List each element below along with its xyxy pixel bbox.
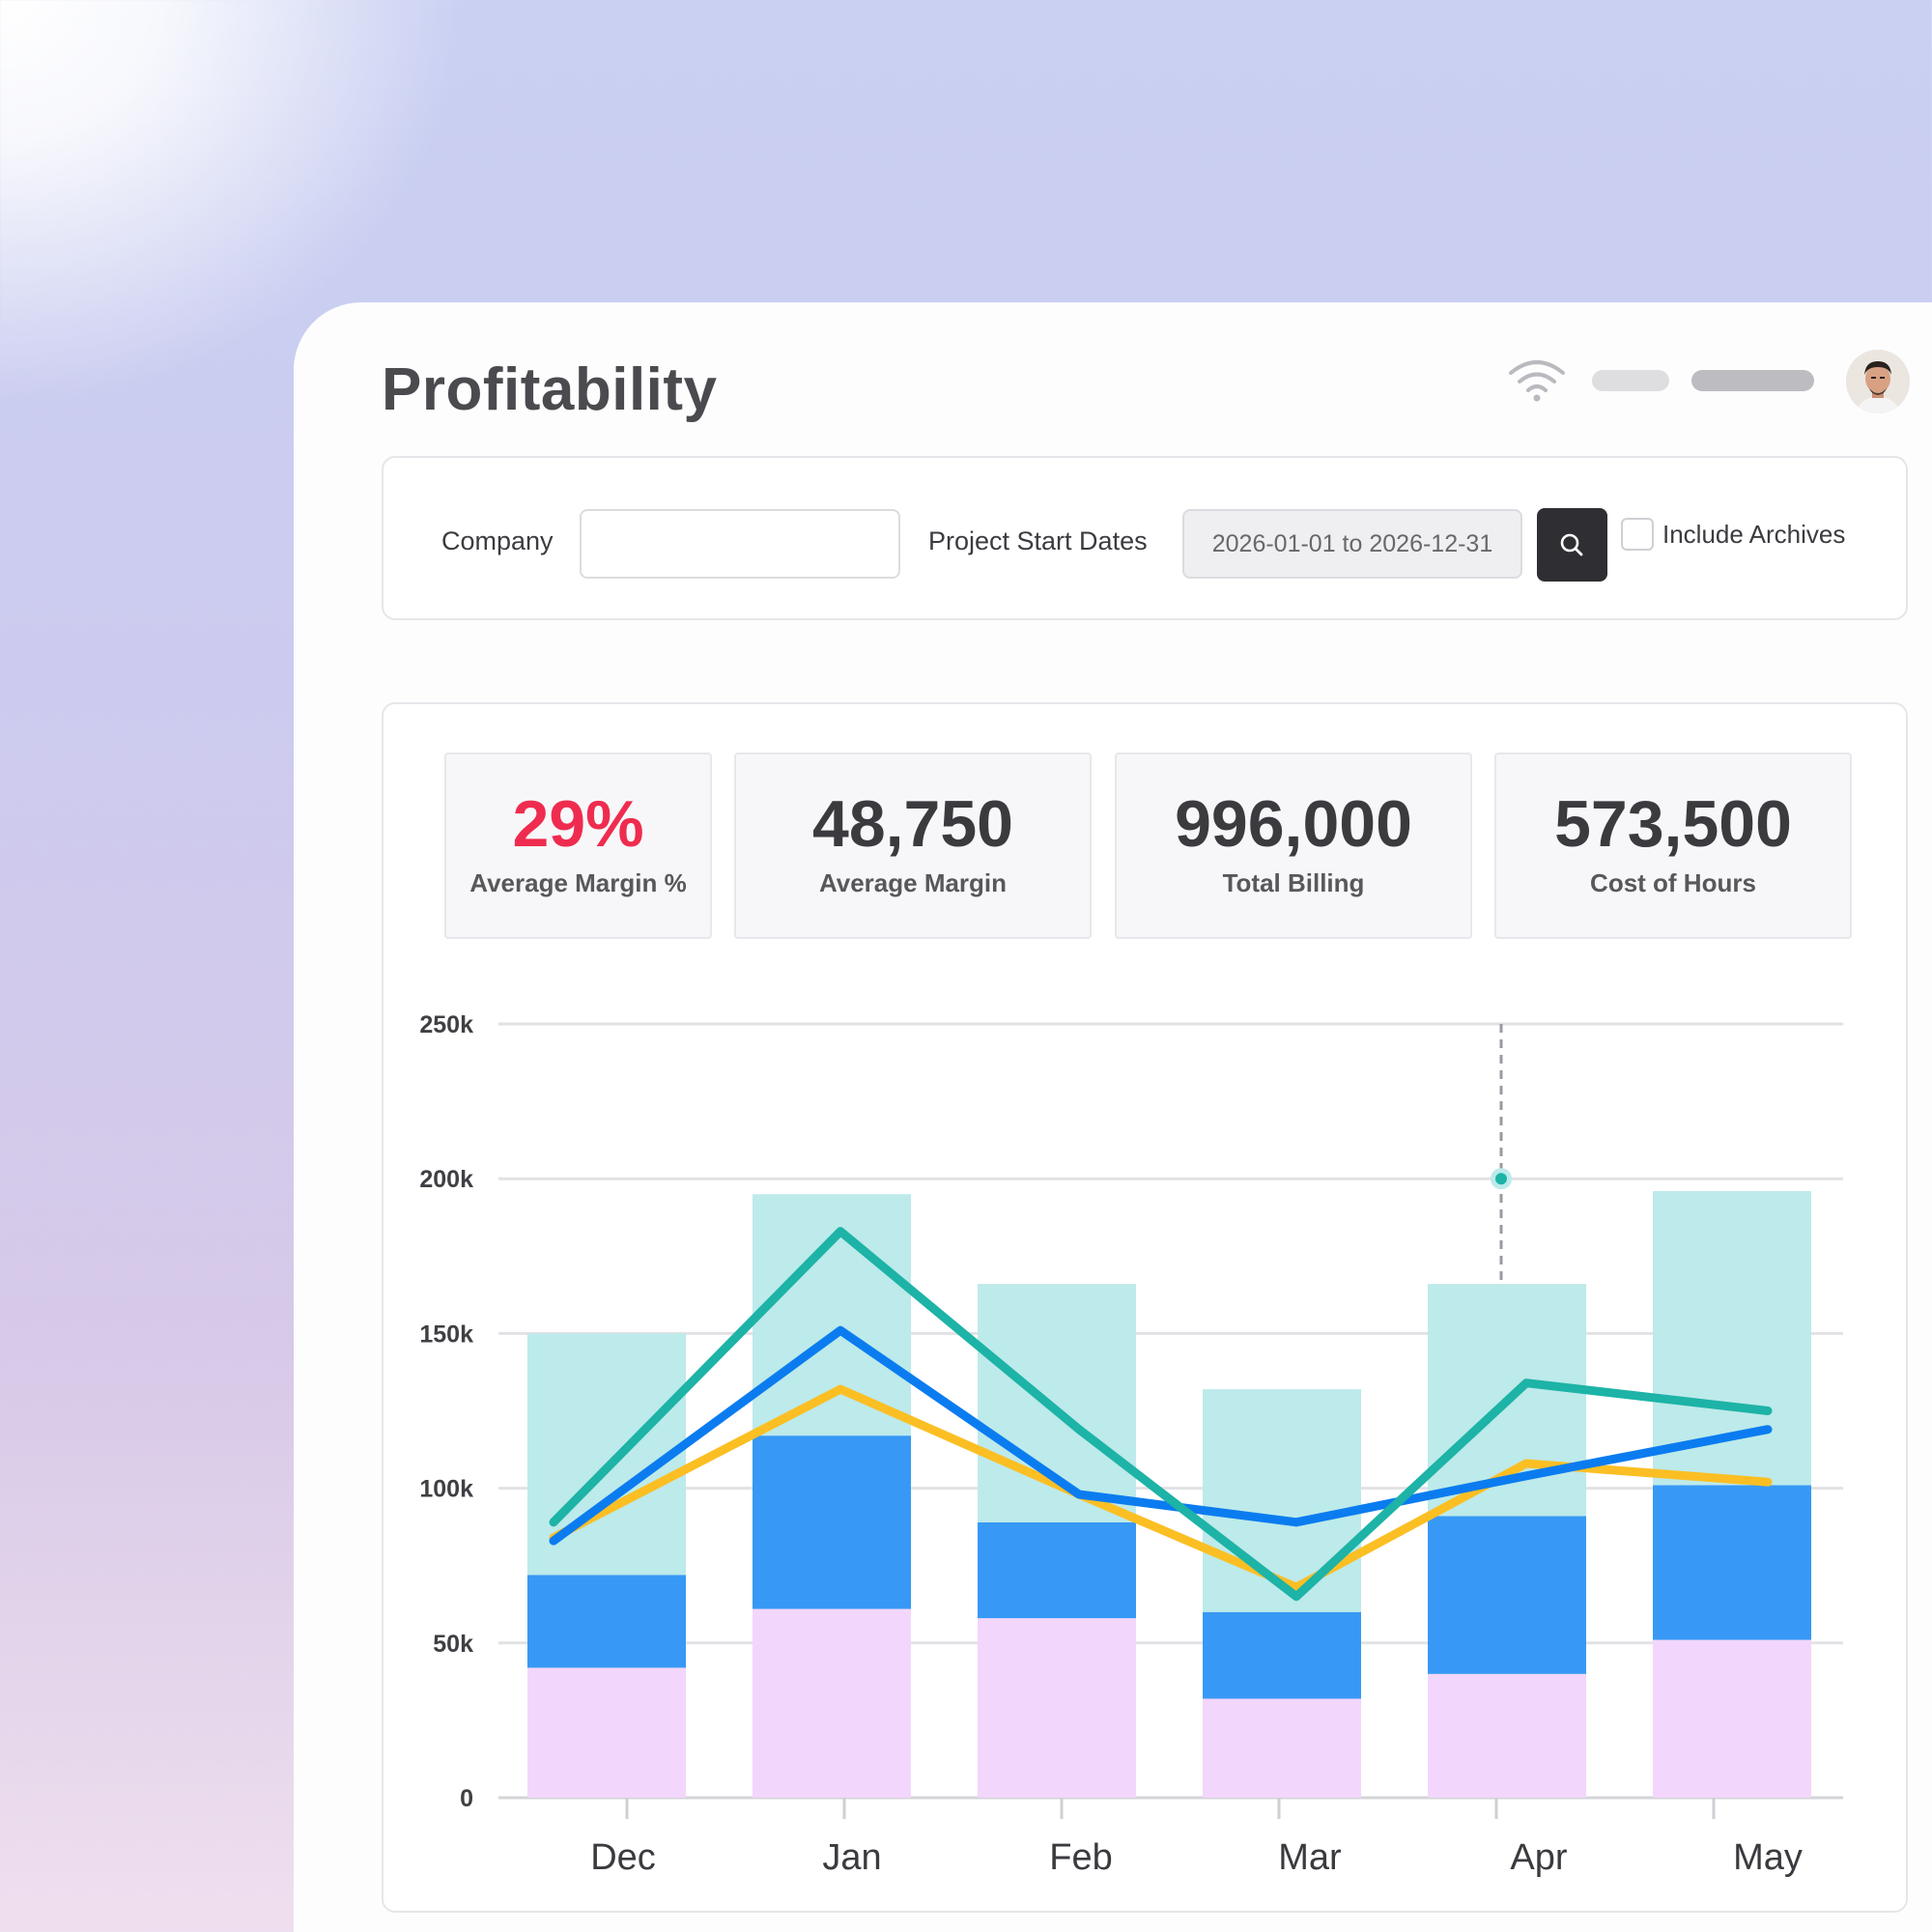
y-tick-label: 200k: [419, 1166, 473, 1193]
search-button[interactable]: [1537, 508, 1607, 582]
y-tick-label: 0: [460, 1785, 473, 1812]
search-icon: [1560, 533, 1583, 556]
kpi-cost-of-hours: 573,500 Cost of Hours: [1494, 753, 1852, 939]
y-tick-label: 250k: [419, 1011, 473, 1038]
bar-segment: [1653, 1191, 1811, 1486]
bar-segment: [1653, 1485, 1811, 1640]
x-tick-label: Mar: [1278, 1837, 1342, 1878]
bar-segment: [1203, 1389, 1361, 1612]
bar-segment: [527, 1667, 686, 1798]
bar-segment: [753, 1194, 911, 1436]
include-archives-checkbox[interactable]: [1621, 518, 1654, 551]
project-start-dates-label: Project Start Dates: [928, 526, 1148, 555]
kpi-label: Average Margin %: [469, 868, 687, 897]
bar-segment: [1203, 1698, 1361, 1798]
kpi-value: 573,500: [1554, 787, 1792, 861]
bar-segment: [1428, 1516, 1586, 1674]
bar-segment: [753, 1435, 911, 1609]
status-pill-short: [1592, 370, 1669, 391]
bar-segment: [1203, 1611, 1361, 1699]
hover-point: [1495, 1173, 1507, 1185]
x-tick-label: Dec: [590, 1837, 656, 1878]
kpi-average-margin-percent: 29% Average Margin %: [444, 753, 712, 939]
bar-segment: [753, 1608, 911, 1798]
y-tick-label: 150k: [419, 1321, 473, 1348]
date-range-input[interactable]: 2026-01-01 to 2026-12-31: [1182, 509, 1522, 579]
kpi-average-margin: 48,750 Average Margin: [734, 753, 1092, 939]
kpi-total-billing: 996,000 Total Billing: [1115, 753, 1472, 939]
bar-segment: [978, 1521, 1136, 1619]
company-input[interactable]: [580, 509, 900, 579]
kpi-label: Total Billing: [1222, 868, 1365, 897]
y-tick-label: 50k: [433, 1631, 473, 1658]
bar-segment: [1653, 1639, 1811, 1798]
bar-segment: [1428, 1673, 1586, 1798]
series-line: [549, 1227, 1773, 1602]
x-tick-label: Feb: [1049, 1837, 1112, 1878]
kpi-value: 29%: [512, 787, 644, 861]
kpi-label: Cost of Hours: [1590, 868, 1756, 897]
avatar[interactable]: [1846, 350, 1910, 413]
x-tick-label: May: [1733, 1837, 1803, 1878]
kpi-value: 996,000: [1175, 787, 1412, 861]
status-pill-long: [1691, 370, 1814, 391]
x-tick-label: Apr: [1510, 1837, 1567, 1878]
include-archives-label: Include Archives: [1662, 520, 1846, 549]
company-label: Company: [441, 526, 554, 555]
page-title: Profitability: [382, 356, 718, 423]
kpi-label: Average Margin: [818, 868, 1008, 897]
avatar-portrait: [1846, 350, 1910, 413]
wifi-icon: [1509, 360, 1565, 402]
bar-segment: [978, 1618, 1136, 1798]
bar-segment: [527, 1575, 686, 1668]
x-tick-label: Jan: [822, 1837, 881, 1878]
kpi-value: 48,750: [812, 787, 1013, 861]
y-tick-label: 100k: [419, 1476, 473, 1503]
